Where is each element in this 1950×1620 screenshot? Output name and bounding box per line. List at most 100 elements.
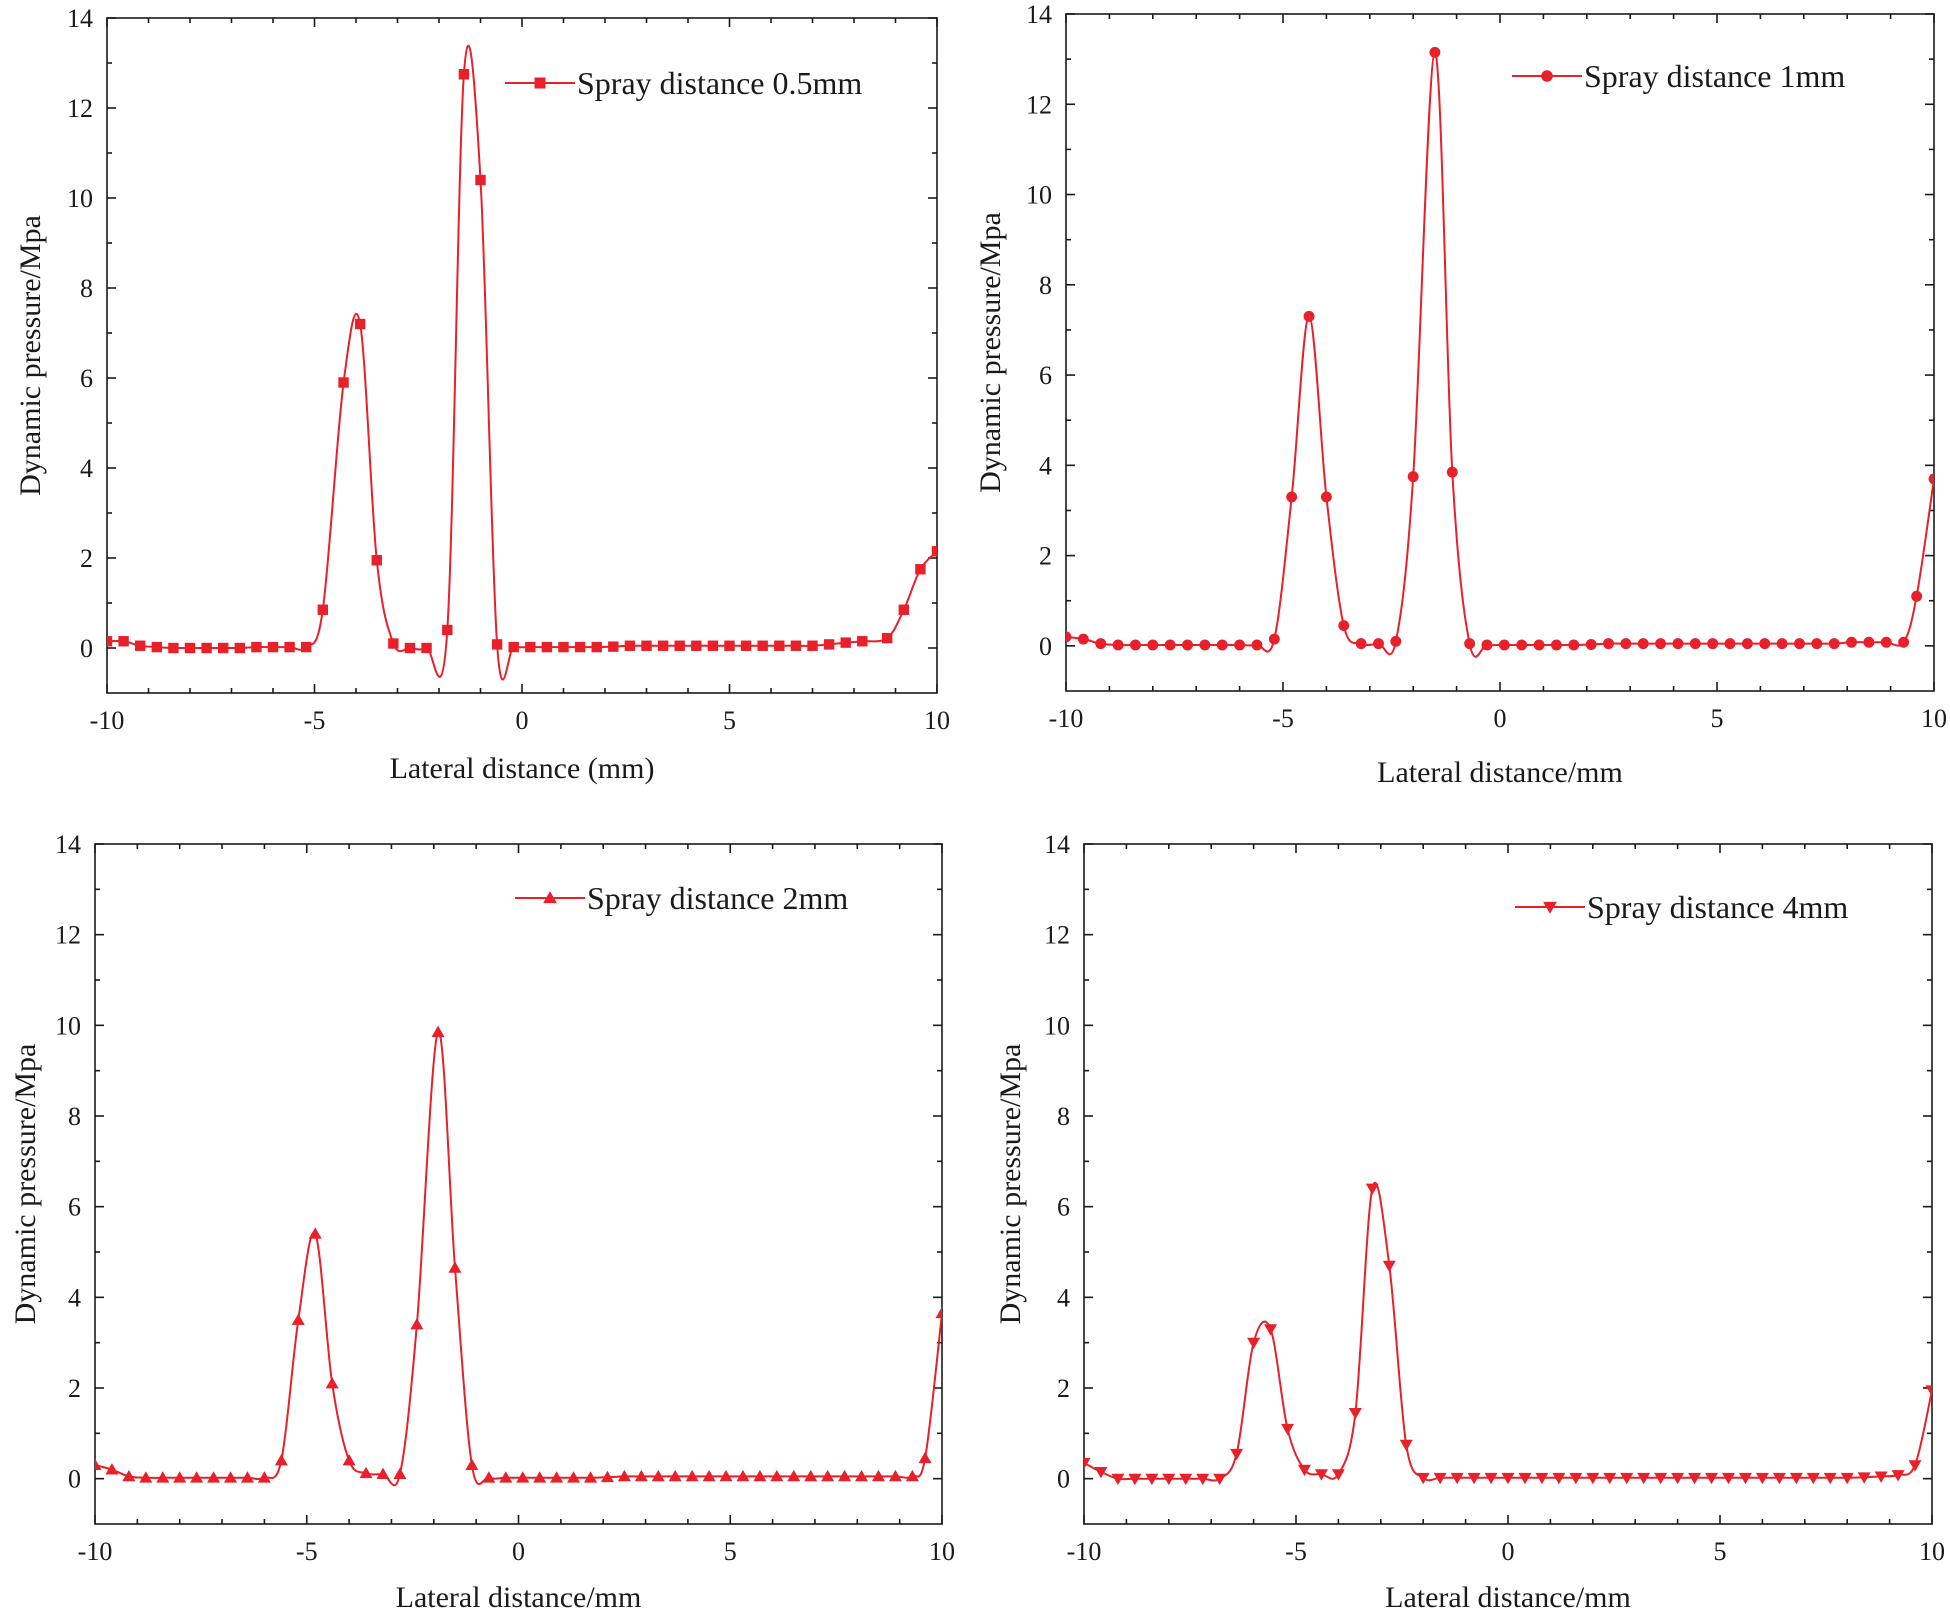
x-tick-label: 0 [1502,1537,1515,1566]
chart-panel-bottom-right: -10 -5 0 5 10 0 2 4 6 8 10 12 14 Lateral distance/mm D… [994,830,1945,1614]
y-tick-label: 10 [1044,1011,1070,1040]
data-point [617,1469,631,1482]
data-point [1688,1472,1702,1485]
data-point [770,1469,784,1482]
data-point [1840,1472,1854,1485]
data-point [1603,638,1614,650]
data-point [1251,639,1263,651]
data-point [1533,639,1545,651]
data-point [736,1469,750,1482]
legend-marker [1543,901,1557,914]
x-tick-label: 5 [724,1537,737,1566]
data-point [719,1469,733,1482]
data-point [724,640,735,651]
data-point [804,1469,818,1482]
data-point [1891,1470,1905,1482]
data-point [1568,639,1580,651]
data-point [1373,638,1384,650]
data-point [550,1471,564,1483]
legend-marker [534,77,546,89]
data-point [1874,1471,1888,1483]
data-point [105,1463,119,1475]
x-tick-label: -5 [1285,1537,1307,1566]
data-point [857,636,868,647]
data-point [1129,639,1141,651]
series-group [1084,1181,1932,1486]
data-point [1182,639,1193,651]
series-line [95,1031,942,1487]
legend-label: Spray distance 0.5mm [577,65,862,101]
x-tick-label: -5 [296,1537,318,1566]
data-point [641,640,652,651]
data-point [888,1469,902,1482]
data-point [431,1025,445,1038]
data-point [1772,1472,1786,1485]
data-point [122,1469,136,1482]
data-point [1811,638,1823,650]
x-tick-label: -10 [90,706,125,735]
data-point [1823,1472,1837,1485]
data-point [1620,1472,1634,1485]
data-point [388,638,399,649]
data-point [1128,1473,1142,1486]
data-point [1552,1472,1566,1485]
data-point [224,1471,238,1483]
data-point [1620,638,1632,650]
data-point [458,69,470,80]
data-point [1416,1472,1430,1485]
x-tick-label: 0 [516,706,529,735]
data-point [1196,1473,1210,1486]
data-point [674,640,685,651]
data-point [1433,1472,1447,1485]
data-point [308,1227,322,1239]
series-line [107,44,937,681]
data-point [491,639,503,650]
y-axis-title: Dynamic pressure/Mpa [994,1044,1027,1325]
data-point [482,1471,496,1483]
data-point [1164,639,1176,651]
y-tick-label: 0 [1057,1465,1070,1494]
data-point [1637,1472,1651,1485]
data-point [753,1469,767,1482]
data-point [499,1471,513,1483]
x-axis-title: Lateral distance (mm) [390,752,655,785]
data-point [218,642,229,654]
data-point [267,641,279,653]
data-point [1145,1473,1159,1486]
data-point [201,642,212,654]
data-point [898,604,909,615]
data-point [1464,638,1476,650]
data-point [274,1454,288,1466]
y-axis-title: Dynamic pressure/Mpa [14,215,47,496]
y-tick-label: 8 [80,274,93,303]
x-tick-label: 5 [1711,704,1724,733]
data-point [1655,638,1667,650]
data-point [1199,639,1211,651]
data-point [1806,1472,1820,1485]
data-point [151,641,162,653]
data-point [1390,635,1402,647]
data-point [1216,639,1228,651]
data-point [915,564,926,575]
data-point [95,1458,102,1470]
data-point [1759,638,1771,650]
data-point [1481,639,1493,651]
data-point [787,1469,801,1482]
data-point [1077,633,1089,645]
data-point [1724,638,1736,650]
x-tick-label: 0 [1494,704,1507,733]
data-point [1446,466,1458,478]
data-point [342,1454,356,1466]
data-point [465,1458,479,1470]
data-point [251,641,262,653]
y-axis-title: Dynamic pressure/Mpa [9,1044,42,1325]
data-point [1637,638,1649,650]
data-point [1094,1466,1108,1479]
data-point [1776,638,1788,650]
y-tick-label: 12 [1044,921,1070,950]
legend-marker [1541,70,1553,82]
data-point [168,642,179,654]
series-group [95,1025,942,1487]
data-point [234,642,245,654]
